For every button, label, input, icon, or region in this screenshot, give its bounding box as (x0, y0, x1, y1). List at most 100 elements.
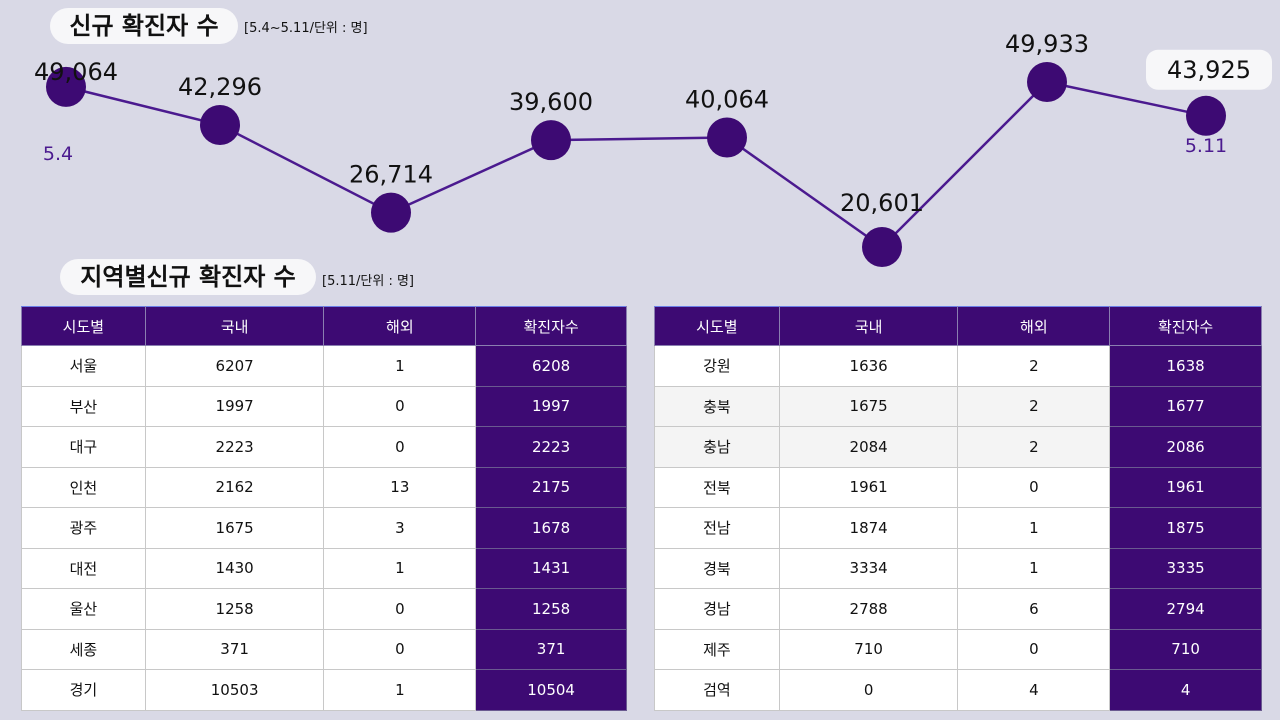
total-cell: 2223 (475, 426, 627, 468)
data-label: 42,296 (178, 73, 262, 101)
table-row: 부산 1997 0 1997 (21, 385, 627, 427)
regional-table-right: 시도별 국내 해외 확진자수 강원 1636 2 1638 충북 1675 2 1677 충남 2084 2… (654, 306, 1262, 711)
header-row: 시도별 국내 해외 확진자수 (654, 306, 1262, 346)
table-row: 대구 2223 0 2223 (21, 426, 627, 468)
table-row: 인천 2162 13 2175 (21, 466, 627, 508)
overseas-cell: 0 (323, 426, 477, 468)
region-cell: 대전 (21, 547, 146, 589)
data-label: 43,925 (1167, 56, 1251, 84)
domestic-cell: 1961 (778, 466, 959, 508)
domestic-cell: 10503 (144, 669, 325, 711)
table-row: 충남 2084 2 2086 (654, 426, 1262, 468)
overseas-cell: 0 (323, 385, 477, 427)
region-cell: 제주 (654, 628, 780, 670)
column-header: 국내 (144, 306, 325, 346)
domestic-cell: 1636 (778, 345, 959, 387)
region-cell: 충남 (654, 426, 780, 468)
domestic-cell: 1675 (778, 385, 959, 427)
total-cell: 710 (1109, 628, 1262, 670)
total-cell: 1431 (475, 547, 627, 589)
total-cell: 1677 (1109, 385, 1262, 427)
overseas-cell: 0 (957, 628, 1111, 670)
data-point (531, 120, 571, 161)
data-point (1186, 95, 1226, 136)
domestic-cell: 1430 (144, 547, 325, 589)
data-label: 49,064 (34, 58, 118, 86)
overseas-cell: 3 (323, 507, 477, 549)
overseas-cell: 2 (957, 385, 1111, 427)
overseas-cell: 0 (323, 588, 477, 630)
table-row: 경남 2788 6 2794 (654, 588, 1262, 630)
total-cell: 2794 (1109, 588, 1262, 630)
domestic-cell: 1258 (144, 588, 325, 630)
region-cell: 세종 (21, 628, 146, 670)
domestic-cell: 6207 (144, 345, 325, 387)
data-label: 39,600 (509, 88, 593, 116)
chart-unit: [5.4~5.11/단위 : 명] (244, 21, 368, 36)
region-cell: 광주 (21, 507, 146, 549)
overseas-cell: 6 (957, 588, 1111, 630)
x-label-first: 5.4 (43, 143, 73, 165)
column-header: 확진자수 (475, 306, 627, 346)
data-label: 26,714 (349, 161, 433, 189)
data-label-pill (1146, 49, 1272, 90)
region-cell: 강원 (654, 345, 780, 387)
table-row: 제주 710 0 710 (654, 628, 1262, 670)
total-cell: 1961 (1109, 466, 1262, 508)
regional-unit: [5.11/단위 : 명] (322, 274, 414, 289)
domestic-cell: 2162 (144, 466, 325, 508)
region-cell: 경기 (21, 669, 146, 711)
total-cell: 6208 (475, 345, 627, 387)
region-cell: 부산 (21, 385, 146, 427)
domestic-cell: 710 (778, 628, 959, 670)
total-cell: 1638 (1109, 345, 1262, 387)
overseas-cell: 4 (957, 669, 1111, 711)
region-cell: 전북 (654, 466, 780, 508)
domestic-cell: 2223 (144, 426, 325, 468)
region-cell: 경남 (654, 588, 780, 630)
table-row: 서울 6207 1 6208 (21, 345, 627, 387)
domestic-cell: 2084 (778, 426, 959, 468)
total-cell: 2175 (475, 466, 627, 508)
domestic-cell: 1997 (144, 385, 325, 427)
table-row: 경기 10503 1 10504 (21, 669, 627, 711)
table-row: 전북 1961 0 1961 (654, 466, 1262, 508)
header-row: 시도별 국내 해외 확진자수 (21, 306, 627, 346)
domestic-cell: 371 (144, 628, 325, 670)
data-point (371, 192, 411, 233)
domestic-cell: 1675 (144, 507, 325, 549)
data-point (46, 66, 86, 107)
overseas-cell: 0 (323, 628, 477, 670)
table-row: 충북 1675 2 1677 (654, 385, 1262, 427)
overseas-cell: 1 (957, 547, 1111, 589)
data-label: 40,064 (685, 86, 769, 114)
region-cell: 충북 (654, 385, 780, 427)
table-row: 세종 371 0 371 (21, 628, 627, 670)
column-header: 확진자수 (1109, 306, 1262, 346)
overseas-cell: 13 (323, 466, 477, 508)
domestic-cell: 3334 (778, 547, 959, 589)
table-row: 울산 1258 0 1258 (21, 588, 627, 630)
total-cell: 10504 (475, 669, 627, 711)
total-cell: 1678 (475, 507, 627, 549)
regional-title: 지역별신규 확진자 수 (60, 259, 316, 295)
table-row: 검역 0 4 4 (654, 669, 1262, 711)
region-cell: 경북 (654, 547, 780, 589)
column-header: 시도별 (654, 306, 780, 346)
data-point (862, 227, 902, 267)
series-line (65, 80, 1207, 249)
line-chart: 49,064 42,296 26,714 39,600 40,064 20,601 49,9… (34, 30, 1272, 267)
data-point (1027, 62, 1067, 102)
table-row: 강원 1636 2 1638 (654, 345, 1262, 387)
overseas-cell: 2 (957, 345, 1111, 387)
overseas-cell: 0 (957, 466, 1111, 508)
total-cell: 4 (1109, 669, 1262, 711)
region-cell: 대구 (21, 426, 146, 468)
total-cell: 1997 (475, 385, 627, 427)
domestic-cell: 1874 (778, 507, 959, 549)
region-cell: 울산 (21, 588, 146, 630)
domestic-cell: 2788 (778, 588, 959, 630)
overseas-cell: 2 (957, 426, 1111, 468)
region-cell: 전남 (654, 507, 780, 549)
total-cell: 371 (475, 628, 627, 670)
